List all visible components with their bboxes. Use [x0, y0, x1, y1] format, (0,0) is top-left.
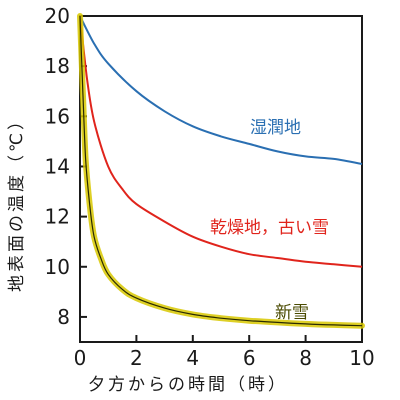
series-lines: [77, 13, 365, 329]
y-tick-label: 10: [45, 255, 70, 279]
y-tick-label: 8: [57, 305, 70, 329]
x-tick-label: 2: [130, 346, 143, 370]
y-tick-label: 20: [45, 4, 70, 28]
series-dry-ground-line: [79, 15, 363, 268]
series-label-new-snow: 新雪: [275, 303, 309, 323]
x-tick-label: 6: [243, 346, 256, 370]
series-label-wet-ground: 湿潤地: [250, 118, 301, 138]
x-tick-label: 0: [74, 346, 87, 370]
y-tick-label: 16: [45, 104, 70, 128]
plot-area: [79, 15, 363, 343]
y-tick-label: 12: [45, 205, 70, 229]
plot-frame: [79, 15, 363, 343]
series-label-dry-ground: 乾燥地，古い雪: [210, 218, 329, 238]
y-tick-label: 14: [45, 154, 70, 178]
y-tick-label: 18: [45, 54, 70, 78]
series-new-snow-fill: [77, 13, 365, 329]
x-axis-title: 夕方からの時間（時）: [88, 375, 288, 395]
tick-labels: 0 2 4 6 8 10 8 10 12 14 16 18 20: [45, 4, 375, 370]
series-new-snow-line: [79, 15, 363, 327]
y-axis-title: 地表面の温度（℃）: [7, 110, 27, 292]
x-tick-label: 4: [186, 346, 199, 370]
x-tick-label: 10: [349, 346, 374, 370]
series-wet-ground-line: [79, 15, 363, 165]
x-tick-label: 8: [299, 346, 312, 370]
